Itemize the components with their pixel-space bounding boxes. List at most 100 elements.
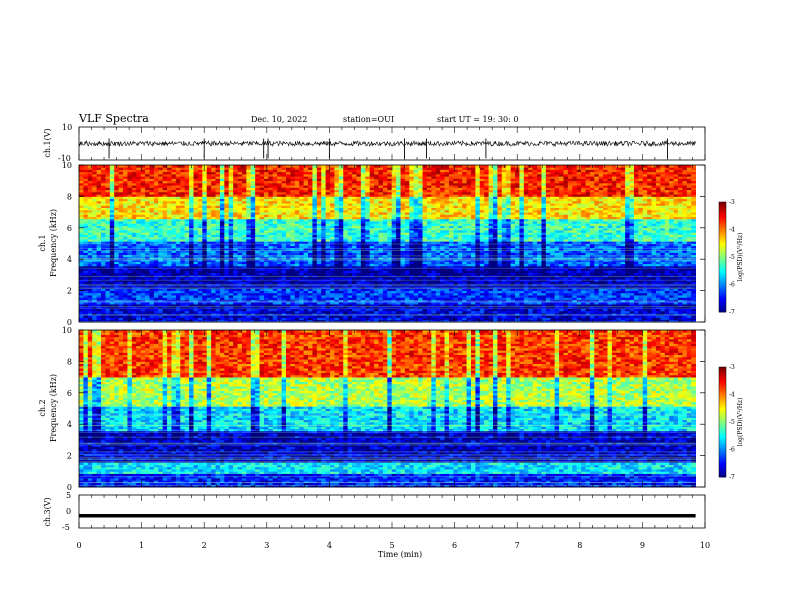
spectrogram-cell	[185, 264, 190, 267]
spectrogram-cell	[299, 210, 304, 213]
spectrogram-cell	[180, 169, 185, 172]
spectrogram-cell	[114, 288, 119, 291]
spectrogram-cell	[220, 295, 225, 298]
spectrogram-cell	[317, 273, 322, 276]
spectrogram-cell	[379, 232, 384, 235]
spectrogram-cell	[180, 241, 185, 244]
spectrogram-cell	[273, 226, 278, 229]
spectrogram-cell	[123, 201, 128, 204]
spectrogram-cell	[194, 288, 199, 291]
spectrogram-cell	[356, 264, 361, 267]
spectrogram-cell	[330, 185, 335, 188]
spectrogram-cell	[273, 295, 278, 298]
spectrogram-cell	[361, 201, 366, 204]
spectrogram-cell	[211, 279, 216, 282]
spectrogram-cell	[365, 201, 370, 204]
spectrogram-cell	[167, 241, 172, 244]
spectrogram-cell	[145, 201, 150, 204]
spectrogram-cell	[326, 169, 331, 172]
spectrogram-cell	[202, 288, 207, 291]
spectrogram-cell	[127, 232, 132, 235]
spectrogram-cell	[273, 232, 278, 235]
spectrogram-cell	[379, 217, 384, 220]
spectrogram-cell	[110, 288, 115, 291]
spectrogram-cell	[374, 295, 379, 298]
spectrogram-cell	[167, 295, 172, 298]
spectrogram-cell	[92, 295, 97, 298]
ch1-waveform-panel: 10 -10 ch.1(V)	[43, 123, 705, 163]
spectrogram-cell	[207, 194, 212, 197]
spectrogram-cell	[348, 241, 353, 244]
spectrogram-cell	[79, 279, 84, 282]
spectrogram-cell	[97, 241, 102, 244]
spectrogram-cell	[154, 311, 159, 314]
spectrogram-cell	[334, 217, 339, 220]
spectrogram-cell	[202, 295, 207, 298]
spectrogram-cell	[295, 311, 300, 314]
spectrogram-cell	[348, 210, 353, 213]
spectrogram-cell	[361, 210, 366, 213]
spectrogram-cell	[185, 288, 190, 291]
spectrogram-cell	[321, 210, 326, 213]
spectrogram-cell	[352, 210, 357, 213]
spectrogram-cell	[83, 273, 88, 276]
spectrogram-cell	[290, 185, 295, 188]
spectrogram-cell	[238, 279, 243, 282]
spectrogram-cell	[136, 232, 141, 235]
spectrogram-cell	[88, 279, 93, 282]
spectrogram-cell	[326, 178, 331, 181]
spectrogram-cell	[282, 217, 287, 220]
spectrogram-cell	[383, 194, 388, 197]
spectrogram-cell	[194, 194, 199, 197]
spectrogram-cell	[189, 217, 194, 220]
spectrogram-cell	[290, 311, 295, 314]
spectrogram-cell	[101, 273, 106, 276]
spectrogram-cell	[171, 288, 176, 291]
spectrogram-cell	[370, 210, 375, 213]
spectrogram-cell	[343, 264, 348, 267]
spectrogram-cell	[286, 194, 291, 197]
spectrogram-cell	[180, 201, 185, 204]
spectrogram-cell	[141, 194, 146, 197]
spectrogram-cell	[110, 311, 115, 314]
spectrogram-cell	[251, 295, 256, 298]
spectrogram-cell	[163, 232, 168, 235]
spectrogram-cell	[202, 264, 207, 267]
spectrogram-cell	[365, 185, 370, 188]
spectrogram-cell	[264, 185, 269, 188]
spectrogram-cell	[141, 273, 146, 276]
spectrogram-cell	[312, 264, 317, 267]
spectrogram-cell	[141, 295, 146, 298]
spectrogram-cell	[290, 169, 295, 172]
spectrogram-cell	[264, 311, 269, 314]
spectrogram-cell	[387, 295, 392, 298]
spectrogram-cell	[216, 185, 221, 188]
spectrogram-cell	[387, 232, 392, 235]
spectrogram-cell	[123, 288, 128, 291]
spectrogram-cell	[277, 288, 282, 291]
spectrogram-cell	[304, 241, 309, 244]
spectrogram-cell	[198, 311, 203, 314]
spectrogram-cell	[233, 288, 238, 291]
spectrogram-cell	[339, 194, 344, 197]
spectrogram-cell	[260, 201, 265, 204]
spectrogram-cell	[242, 264, 247, 267]
spectrogram-cell	[202, 241, 207, 244]
spectrogram-cell	[282, 288, 287, 291]
spectrogram-cell	[101, 311, 106, 314]
spectrogram-cell	[295, 210, 300, 213]
spectrogram-cell	[273, 178, 278, 181]
spectrogram-cell	[83, 279, 88, 282]
spectrogram-cell	[189, 226, 194, 229]
spectrogram-cell	[149, 273, 154, 276]
spectrogram-cell	[114, 194, 119, 197]
spectrogram-cell	[374, 226, 379, 229]
spectrogram-cell	[312, 279, 317, 282]
spectrogram-cell	[207, 241, 212, 244]
spectrogram-cell	[334, 226, 339, 229]
spectrogram-cell	[207, 210, 212, 213]
spectrogram-cell	[290, 279, 295, 282]
spectrogram-cell	[365, 178, 370, 181]
spectrogram-cell	[207, 273, 212, 276]
spectrogram-cell	[110, 295, 115, 298]
